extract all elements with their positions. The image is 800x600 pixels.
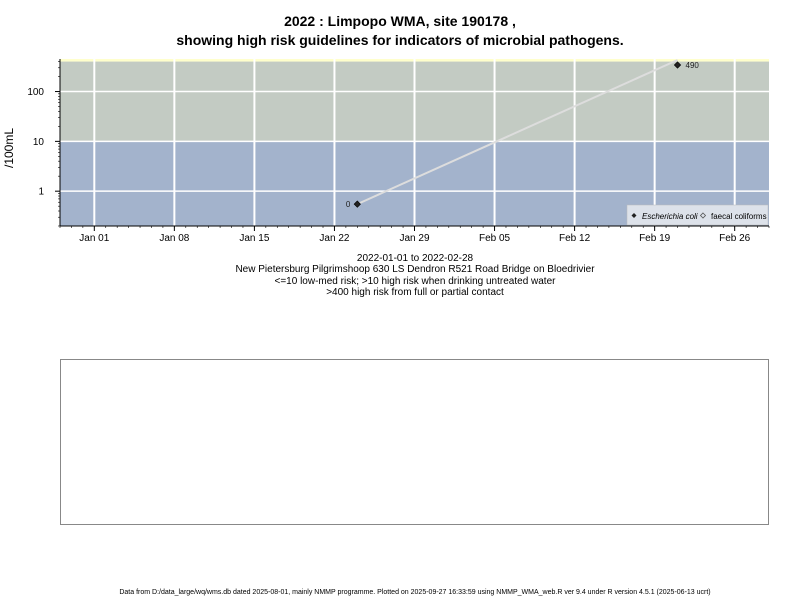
legend-label-ecoli: Escherichia coli (642, 212, 698, 221)
data-label-ecoli-1: 490 (686, 61, 700, 70)
x-tick-label-5: Feb 05 (479, 233, 511, 244)
footer-note: Data from D:/data_large/wq/wms.db dated … (119, 589, 711, 596)
y-tick-label-1: 10 (33, 137, 45, 148)
chart-title-line-1: 2022 : Limpopo WMA, site 190178 , (284, 13, 516, 29)
x-tick-label-1: Jan 08 (159, 233, 189, 244)
data-point-ecoli-0 (353, 200, 361, 208)
legend-marker-faecal (699, 212, 707, 219)
date-range-caption: 2022-01-01 to 2022-02-28 (356, 253, 474, 264)
legend-marker-ecoli (631, 213, 637, 218)
legend-label-faecal: faecal coliforms (711, 212, 767, 221)
guideline-caption-1: <=10 low-med risk; >10 high risk when dr… (274, 276, 556, 287)
data-point-ecoli-1 (673, 61, 682, 69)
x-tick-label-0: Jan 01 (79, 233, 109, 244)
series-connector-line (356, 59, 678, 206)
chart-canvas: 0 490 Jan 01 Jan 08 Jan 15 Jan 22 Jan 29 Feb 0… (2, 59, 770, 244)
x-tick-label-8: Feb 26 (719, 233, 751, 244)
x-tick-label-7: Feb 19 (639, 233, 671, 244)
x-tick-label-4: Jan 29 (399, 233, 429, 244)
y-tick-label-0: 1 (38, 187, 44, 198)
y-tick-label-2: 100 (27, 87, 44, 98)
chart-title-line-2: showing high risk guidelines for indicat… (176, 32, 624, 48)
empty-plot-panel (60, 359, 769, 525)
y-axis-label: /100mL (2, 128, 16, 168)
data-label-ecoli-0: 0 (346, 200, 351, 209)
guideline-caption-2: >400 high risk from full or partial cont… (326, 287, 504, 298)
x-tick-label-2: Jan 15 (239, 233, 269, 244)
x-tick-label-6: Feb 12 (559, 233, 591, 244)
x-tick-label-3: Jan 22 (319, 233, 349, 244)
legend-box (626, 204, 769, 226)
site-name-caption: New Pietersburg Pilgrimshoop 630 LS Dend… (235, 264, 595, 275)
